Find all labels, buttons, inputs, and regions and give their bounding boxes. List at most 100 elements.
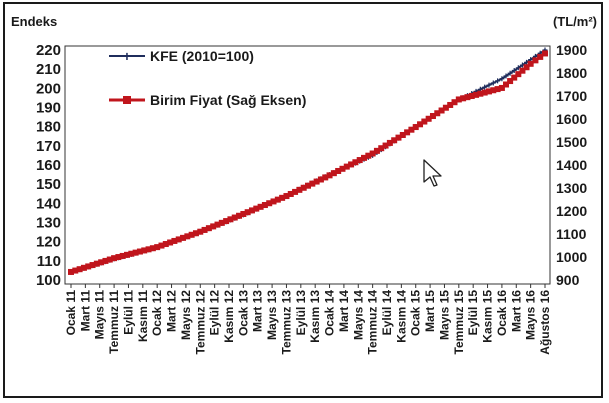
birim-fiyat-point [417,121,424,128]
birim-fiyat-point [283,193,290,200]
birim-fiyat-point [527,60,534,67]
birim-fiyat-point [106,256,113,263]
birim-fiyat-point [270,198,277,205]
birim-fiyat-point [473,91,480,98]
birim-fiyat-point [158,242,165,249]
birim-fiyat-point [115,254,122,261]
x-tick-label: Mart 11 [78,290,92,332]
y-left-tick-label: 130 [36,215,61,232]
birim-fiyat-point [124,251,131,258]
x-tick-label: Ocak 15 [409,290,423,336]
birim-fiyat-point [141,247,148,254]
kfe-point [486,82,492,88]
y-left-tick-label: 170 [36,138,61,155]
birim-fiyat-point [519,67,526,74]
birim-fiyat-point [274,196,281,203]
birim-fiyat-point [343,163,350,170]
birim-fiyat-point [266,200,273,207]
kfe-point [495,78,501,84]
birim-fiyat-point [369,150,376,157]
x-tick-label: Eylül 15 [466,290,480,336]
kfe-point [503,73,509,79]
birim-fiyat-point [532,57,539,64]
birim-fiyat-point [184,233,191,240]
birim-fiyat-point [490,87,497,94]
birim-fiyat-point [227,216,234,223]
birim-fiyat-point [365,152,372,159]
birim-fiyat-point [404,129,411,136]
birim-fiyat-point [236,212,243,219]
birim-fiyat-point [287,190,294,197]
birim-fiyat-point [442,104,449,111]
birim-fiyat-point [80,264,87,271]
birim-fiyat-point [399,131,406,138]
birim-fiyat-point [85,263,92,270]
kfe-point [490,80,496,86]
birim-fiyat-point [485,88,492,95]
birim-fiyat-point [507,78,514,85]
birim-fiyat-point [98,259,105,266]
birim-fiyat-point [305,182,311,189]
y-right-tick-label: 1200 [556,203,587,219]
kfe-point [482,84,488,90]
birim-fiyat-point [438,107,445,114]
x-tick-label: Ocak 14 [323,290,337,336]
x-tick-label: Mayıs 16 [524,290,538,340]
x-tick-label: Mayıs 15 [437,290,451,340]
birim-fiyat-point [192,230,199,237]
birim-fiyat-point [223,218,230,225]
legend-birim-marker [123,96,131,104]
kfe-point [511,68,517,74]
x-tick-label: Mart 14 [337,290,351,332]
birim-fiyat-point [214,221,221,228]
birim-fiyat-point [149,245,156,252]
birim-fiyat-point [218,219,225,226]
birim-fiyat-point [89,262,96,269]
y-right-tick-label: 1100 [556,226,587,242]
x-tick-label: Ocak 13 [236,290,250,336]
y-right-tick-label: 1700 [556,88,587,104]
x-tick-label: Kasım 14 [394,290,408,343]
x-tick-label: Kasım 12 [222,290,236,343]
birim-fiyat-point [197,228,204,235]
chart: Endeks (TL/m²) 220 210 200 190 180 170 160 150 1… [11,14,597,355]
y-left-tick-label: 100 [36,272,61,289]
birim-fiyat-point [231,214,238,221]
birim-fiyat-point [111,255,118,262]
chart-frame: Endeks (TL/m²) 220 210 200 190 180 170 160 150 1… [3,2,603,398]
birim-fiyat-point [145,246,152,253]
x-tick-label: Eylül 13 [294,290,308,336]
birim-fiyat-point [279,194,286,201]
birim-fiyat-point [205,225,212,232]
birim-fiyat-point [352,159,359,166]
birim-fiyat-point [382,142,389,149]
legend-kfe-marker: + [123,48,131,64]
x-tick-label: Eylül 12 [208,290,222,336]
x-tick-label: Mayıs 12 [179,290,193,340]
y-right-tick-label: 1000 [556,249,587,265]
y-right-tick-label: 900 [556,272,580,288]
birim-fiyat-point [361,154,368,161]
legend-kfe-label: KFE (2010=100) [150,48,254,64]
x-tick-label: Mayıs 13 [265,290,279,340]
birim-fiyat-point [167,239,174,246]
birim-fiyat-point [201,226,208,233]
birim-fiyat-point [464,94,471,101]
y-left-tick-label: 120 [36,234,61,251]
birim-fiyat-point [175,236,182,243]
birim-fiyat-point [542,50,548,57]
birim-fiyat-point [68,268,74,275]
birim-fiyat-point [455,96,462,103]
y-left-tick-label: 210 [36,61,61,78]
birim-fiyat-point [447,101,454,108]
birim-fiyat-point [395,134,402,141]
legend: + KFE (2010=100) Birim Fiyat (Sağ Eksen) [109,48,306,108]
birim-fiyat-point [102,257,109,264]
birim-fiyat-point [339,165,346,172]
y-right-axis-label: (TL/m²) [553,14,597,29]
birim-fiyat-point [180,234,187,241]
y-left-tick-label: 220 [36,42,61,59]
birim-fiyat-point [460,95,467,102]
kfe-point [507,70,513,76]
y-left-tick-label: 190 [36,100,61,117]
